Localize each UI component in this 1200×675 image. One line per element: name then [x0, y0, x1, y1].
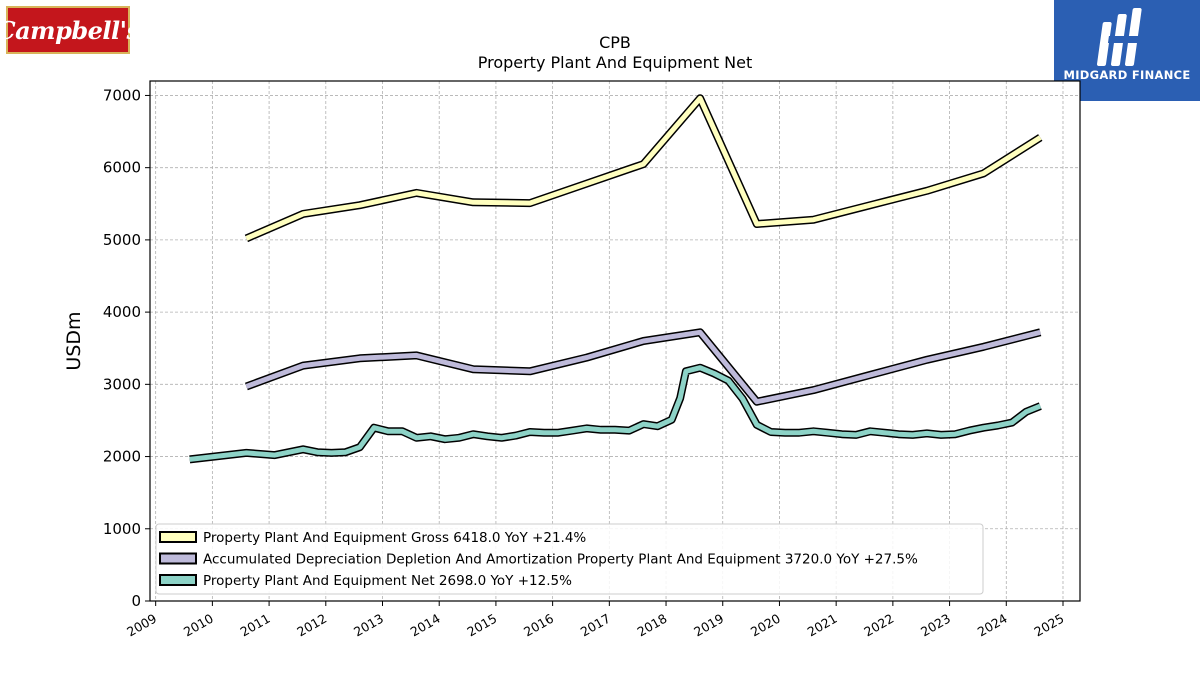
- axes-frame: [149, 80, 1081, 602]
- chart-subtitle: Property Plant And Equipment Net: [478, 53, 753, 72]
- x-tick-label: 2022: [861, 611, 896, 640]
- x-tick-label: 2015: [464, 611, 499, 640]
- y-tick-label: 3000: [103, 375, 141, 393]
- x-tick-label: 2012: [294, 611, 329, 640]
- series-line: [245, 95, 1042, 241]
- y-tick-label: 5000: [103, 231, 141, 249]
- campbells-logo-text: Campbell's: [0, 15, 140, 45]
- x-tick-label: 2025: [1031, 611, 1066, 640]
- legend-entry: Property Plant And Equipment Gross 6418.…: [203, 530, 586, 546]
- x-tick-label: 2018: [634, 611, 669, 640]
- legend-swatch: [159, 574, 197, 586]
- x-tick-label: 2016: [521, 611, 556, 640]
- legend-frame: [155, 523, 984, 595]
- series-1: [244, 94, 1043, 243]
- legend-swatch: [159, 552, 197, 565]
- x-tick-label: 2020: [748, 611, 783, 640]
- x-tick-label: 2011: [238, 611, 273, 640]
- x-tick-label: 2021: [805, 611, 840, 640]
- midgard-mark-icon: [1096, 8, 1142, 66]
- chart-title: CPB: [599, 33, 631, 52]
- y-tick-label: 4000: [103, 303, 141, 321]
- series-line: [245, 329, 1041, 405]
- x-tick-label: 2017: [578, 611, 613, 640]
- x-tick-label: 2023: [918, 611, 953, 640]
- midgard-finance-logo-text: MIDGARD FINANCE: [1063, 68, 1191, 82]
- y-tick-label: 1000: [103, 520, 141, 538]
- y-tick-label: 7000: [103, 86, 141, 104]
- y-tick-label: 2000: [103, 448, 141, 466]
- legend-entry: Accumulated Depreciation Depletion And A…: [203, 552, 918, 568]
- campbells-logo: Campbell's: [0, 6, 140, 54]
- x-tick-label: 2010: [181, 611, 216, 640]
- x-tick-label: 2014: [408, 611, 443, 640]
- y-tick-label: 0: [131, 592, 141, 610]
- legend: Property Plant And Equipment Gross 6418.…: [155, 523, 984, 595]
- x-tick-label: 2024: [975, 611, 1010, 640]
- y-axis-label: USDm: [63, 311, 85, 370]
- series-3: [189, 363, 1042, 464]
- legend-swatch: [159, 531, 197, 543]
- series-2: [245, 328, 1042, 406]
- plot-area: [150, 81, 1080, 601]
- series-line: [189, 365, 1042, 462]
- midgard-finance-logo: MIDGARD FINANCE: [1054, 0, 1200, 101]
- x-tick-label: 2019: [691, 611, 726, 640]
- x-tick-label: 2009: [124, 611, 159, 640]
- legend-entry: Property Plant And Equipment Net 2698.0 …: [203, 573, 572, 589]
- x-tick-label: 2013: [351, 611, 386, 640]
- y-tick-label: 6000: [103, 159, 141, 177]
